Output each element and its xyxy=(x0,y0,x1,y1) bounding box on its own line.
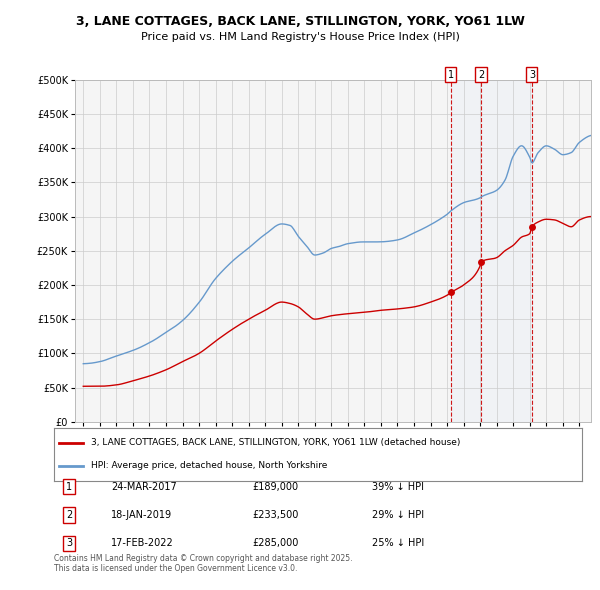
Text: HPI: Average price, detached house, North Yorkshire: HPI: Average price, detached house, Nort… xyxy=(91,461,328,470)
Text: 2: 2 xyxy=(478,70,484,80)
Text: Price paid vs. HM Land Registry's House Price Index (HPI): Price paid vs. HM Land Registry's House … xyxy=(140,32,460,42)
Text: £189,000: £189,000 xyxy=(252,482,298,491)
Bar xyxy=(451,80,532,422)
Text: 25% ↓ HPI: 25% ↓ HPI xyxy=(372,539,424,548)
Text: Contains HM Land Registry data © Crown copyright and database right 2025.
This d: Contains HM Land Registry data © Crown c… xyxy=(54,554,353,573)
Text: 1: 1 xyxy=(448,70,454,80)
Text: 39% ↓ HPI: 39% ↓ HPI xyxy=(372,482,424,491)
Text: £233,500: £233,500 xyxy=(252,510,298,520)
Text: 3, LANE COTTAGES, BACK LANE, STILLINGTON, YORK, YO61 1LW (detached house): 3, LANE COTTAGES, BACK LANE, STILLINGTON… xyxy=(91,438,460,447)
Text: 3: 3 xyxy=(66,539,72,548)
Text: 29% ↓ HPI: 29% ↓ HPI xyxy=(372,510,424,520)
Text: 1: 1 xyxy=(66,482,72,491)
Text: £285,000: £285,000 xyxy=(252,539,298,548)
Text: 17-FEB-2022: 17-FEB-2022 xyxy=(111,539,174,548)
Text: 3, LANE COTTAGES, BACK LANE, STILLINGTON, YORK, YO61 1LW: 3, LANE COTTAGES, BACK LANE, STILLINGTON… xyxy=(76,15,524,28)
Text: 18-JAN-2019: 18-JAN-2019 xyxy=(111,510,172,520)
Text: 3: 3 xyxy=(529,70,535,80)
Text: 24-MAR-2017: 24-MAR-2017 xyxy=(111,482,177,491)
Text: 2: 2 xyxy=(66,510,72,520)
